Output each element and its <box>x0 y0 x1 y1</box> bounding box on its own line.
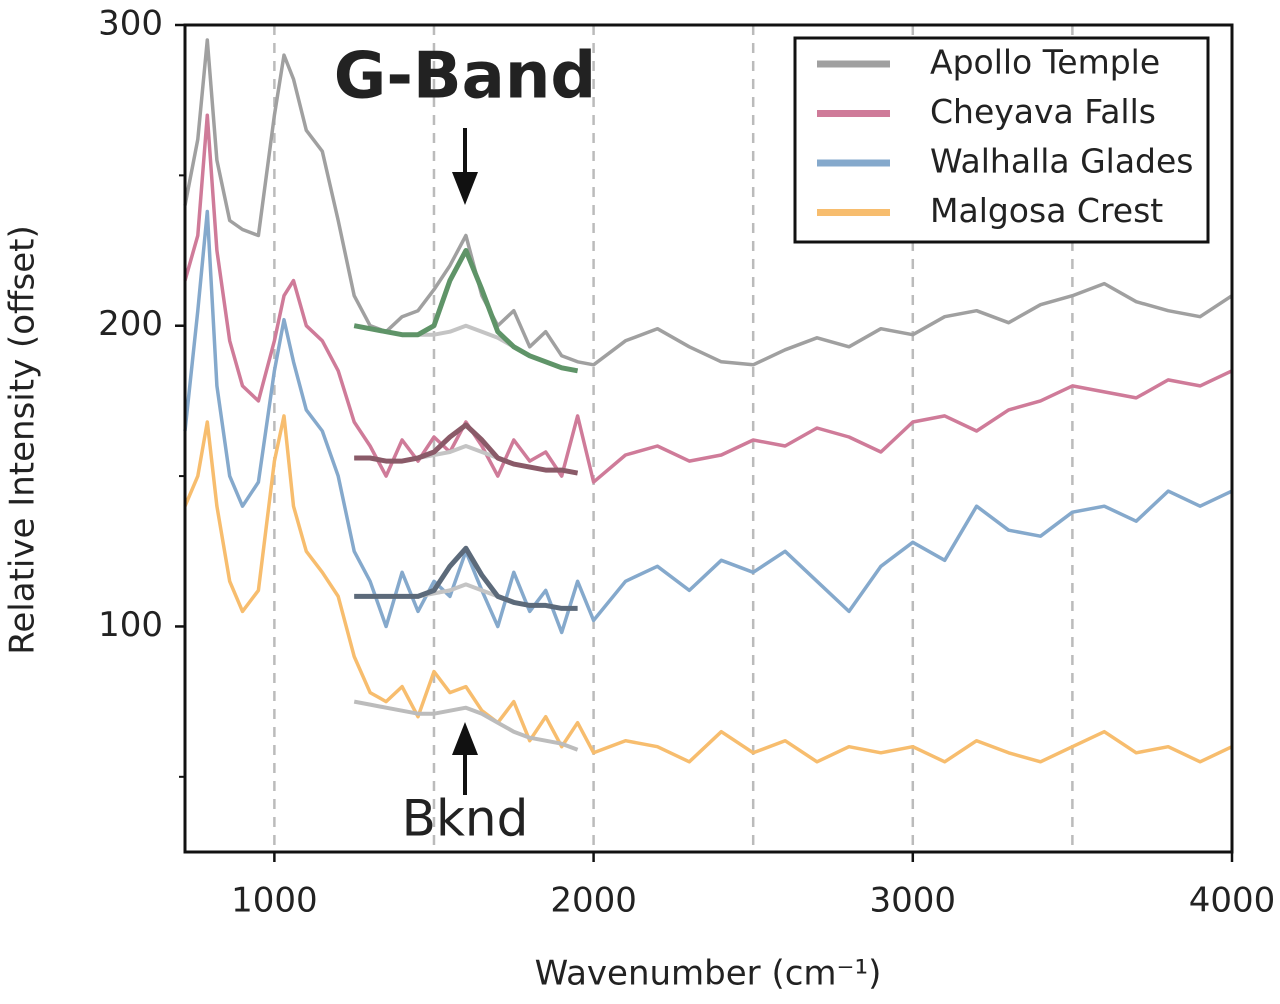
y-tick-label: 300 <box>98 4 163 44</box>
legend-text: Apollo Temple <box>930 43 1160 82</box>
annotation: G-Band <box>334 40 596 114</box>
legend-text: Cheyava Falls <box>930 92 1156 131</box>
arrow-head <box>452 172 478 205</box>
x-tick-label: 3000 <box>870 881 957 921</box>
y-tick-label: 100 <box>98 605 163 645</box>
x-tick-label: 4000 <box>1189 881 1276 921</box>
spectrum-line <box>183 113 1233 484</box>
spectrum-line <box>183 209 1233 635</box>
legend: Apollo Temple Cheyava Falls Walhalla Glade… <box>793 36 1210 244</box>
plot-area <box>183 23 1234 854</box>
y-tick-label: 200 <box>98 304 163 344</box>
spectrum-line <box>183 38 1233 367</box>
background-curve <box>353 699 579 752</box>
fit-curve <box>354 422 579 476</box>
x-tick-label: 1000 <box>231 881 318 921</box>
legend-text: Walhalla Glades <box>930 142 1194 181</box>
y-axis-label: Relative Intensity (offset) <box>3 225 43 654</box>
legend-box <box>793 36 1210 244</box>
arrow-head <box>452 722 478 755</box>
annotation: Bknd <box>402 790 529 848</box>
fit-curve <box>354 545 578 611</box>
x-tick-label: 2000 <box>550 881 637 921</box>
legend-text: Malgosa Crest <box>930 191 1163 230</box>
x-axis-label: Wavenumber (cm⁻¹) <box>535 954 882 994</box>
fit-curve <box>353 248 579 374</box>
spectrum-line <box>183 414 1233 764</box>
plot-frame <box>183 23 1234 854</box>
